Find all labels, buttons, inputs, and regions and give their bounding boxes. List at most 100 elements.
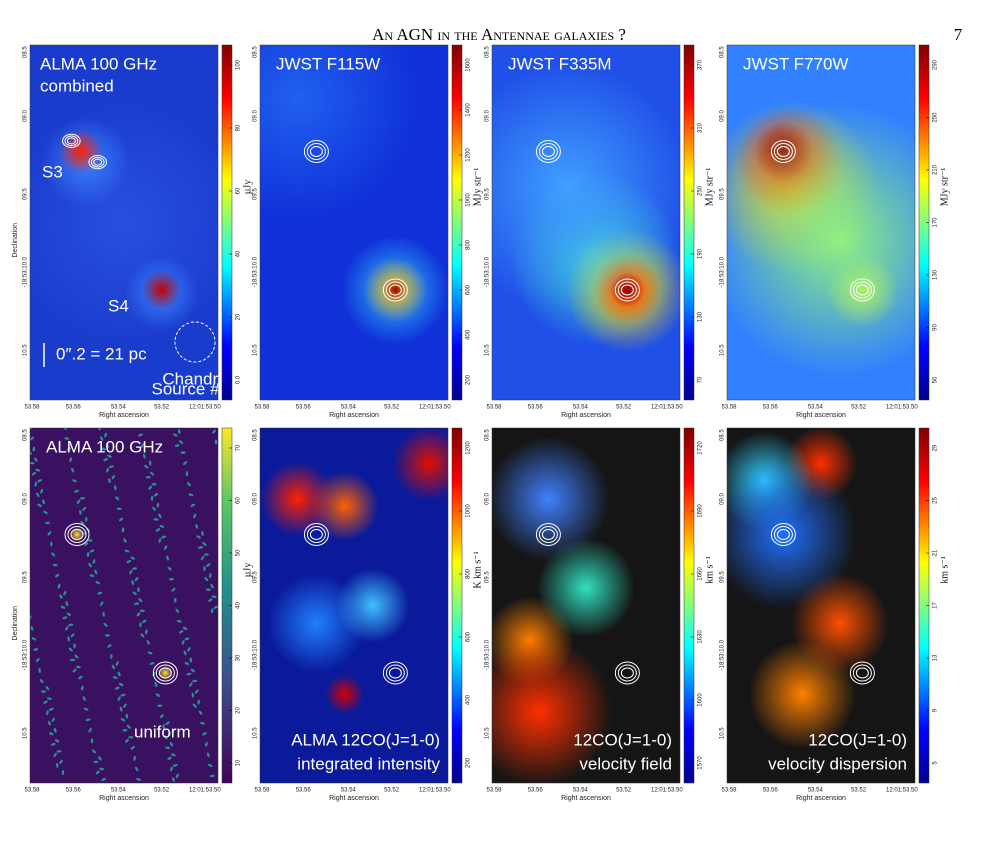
noise-speck: [154, 682, 158, 688]
panel-label: S3: [42, 162, 63, 181]
contour: [849, 278, 875, 302]
contour: [535, 523, 561, 546]
noise-speck: [56, 750, 62, 753]
noise-speck: [142, 619, 147, 624]
noise-speck: [94, 569, 98, 575]
noise-speck: [114, 485, 117, 491]
noise-speck: [200, 721, 205, 725]
noise-speck: [99, 767, 105, 771]
noise-speck: [33, 648, 39, 651]
colorbar-tick-label: 210: [933, 164, 939, 175]
y-tick-label: 09.5: [23, 571, 29, 583]
noise-speck: [108, 465, 114, 468]
panel-label: JWST F335M: [508, 54, 612, 73]
contour: [535, 140, 561, 163]
panel-label: combined: [40, 76, 114, 95]
colorbar-tick-label: 9: [933, 708, 939, 712]
panel-label: 12CO(J=1-0): [573, 730, 672, 749]
noise-speck: [41, 690, 47, 693]
noise-speck: [125, 713, 129, 719]
noise-speck: [210, 608, 214, 614]
panel-frame: [491, 44, 681, 401]
x-tick-label: 53.54: [573, 788, 589, 794]
emission: [336, 568, 410, 643]
noise-speck: [99, 601, 104, 606]
map-image: [260, 428, 448, 783]
y-tick-label: -18:53:10.0: [485, 639, 491, 670]
noise-speck: [145, 475, 151, 479]
panel-frame: [259, 427, 449, 784]
noise-speck: [126, 724, 131, 729]
colorbar-tick-label: 290: [933, 59, 939, 70]
colorbar-tick-label: 13: [933, 654, 939, 661]
colorbar-tick-label: 21: [933, 549, 939, 556]
noise-speck: [115, 496, 120, 501]
x-tick-label: 12:01:53.50: [886, 405, 918, 411]
contour: [541, 146, 555, 157]
noise-speck: [52, 563, 58, 567]
emission: [142, 270, 182, 310]
noise-speck: [155, 693, 161, 697]
x-tick-label: 53.54: [808, 405, 824, 411]
noise-speck: [61, 769, 65, 775]
noise-speck: [180, 451, 186, 454]
y-tick-label: -18:53:10.0: [485, 256, 491, 287]
noise-speck: [211, 595, 217, 599]
y-tick-label: 09.0: [485, 493, 491, 505]
noise-speck: [155, 528, 161, 532]
colorbar-tick-label: 1000: [466, 504, 472, 518]
contour: [541, 529, 555, 540]
y-axis-label: Declination: [12, 223, 19, 258]
colorbar-tick-label: 600: [466, 631, 472, 642]
noise-speck: [150, 471, 155, 476]
colorbar-tick-label: 5: [933, 761, 939, 765]
noise-speck: [111, 475, 116, 480]
noise-speck: [116, 507, 122, 511]
panel-label: ALMA 100 GHz: [40, 54, 157, 73]
colorbar-tick-label: 60: [236, 497, 242, 504]
y-tick-label: 09.5: [23, 188, 29, 200]
colorbar-tick-label: 190: [698, 248, 704, 259]
noise-speck: [118, 683, 124, 687]
emission: [727, 459, 857, 610]
colorbar-tick-label: 400: [466, 329, 472, 340]
chandra-circle: [174, 321, 216, 363]
noise-speck: [100, 436, 104, 441]
noise-speck: [53, 727, 57, 733]
noise-speck: [208, 763, 213, 768]
noise-speck: [34, 481, 38, 487]
noise-speck: [140, 633, 145, 638]
noise-speck: [139, 609, 145, 612]
colorbar-tick-label: 1570: [698, 756, 704, 770]
colorbar-tick-label: 70: [698, 376, 704, 383]
noise-speck: [205, 588, 211, 591]
noise-speck: [62, 616, 68, 620]
noise-speck: [138, 598, 143, 603]
x-tick-label: 53.52: [384, 405, 400, 411]
noise-speck: [203, 566, 206, 572]
y-tick-label: 10.5: [253, 344, 259, 356]
colorbar-tick-label: 25: [933, 497, 939, 504]
noise-speck: [202, 542, 207, 546]
x-tick-label: 12:01:53.50: [886, 788, 918, 794]
contour: [67, 526, 87, 543]
noise-speck: [123, 703, 127, 708]
noise-speck: [114, 686, 120, 690]
noise-speck: [183, 461, 188, 466]
noise-speck: [55, 762, 59, 768]
x-tick-label: 12:01:53.50: [419, 405, 451, 411]
noise-speck: [111, 664, 116, 670]
noise-speck: [209, 774, 215, 778]
noise-speck: [84, 542, 89, 546]
y-tick-label: -18:53:10.0: [23, 639, 29, 670]
y-tick-label: 10.5: [485, 727, 491, 739]
panel-label: integrated intensity: [297, 754, 440, 773]
noise-speck: [190, 668, 195, 673]
noise-speck: [74, 489, 79, 493]
colorbar-label: km s⁻¹: [939, 556, 950, 583]
emission: [260, 45, 420, 223]
panel-label: S4: [108, 296, 129, 315]
colorbar-tick-label: 17: [933, 602, 939, 609]
noise-speck: [198, 546, 204, 549]
noise-speck: [194, 689, 199, 694]
